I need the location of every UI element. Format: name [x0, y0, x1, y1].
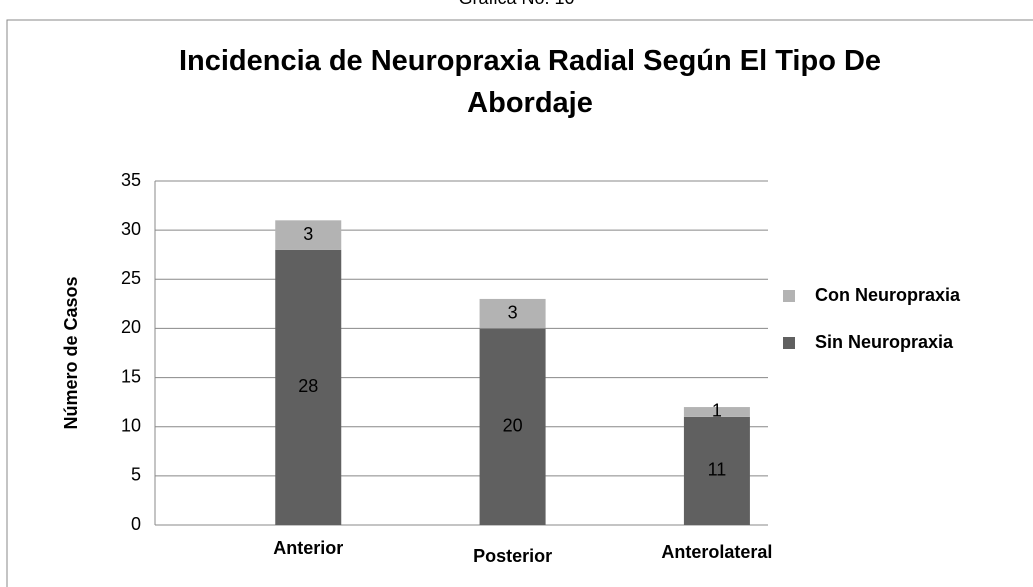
chart-border	[6, 19, 1033, 587]
y-tick-label: 25	[121, 268, 141, 288]
legend-label: Con Neuropraxia	[815, 285, 961, 305]
data-label: 3	[508, 302, 518, 322]
y-tick-label: 35	[121, 170, 141, 190]
data-label: 1	[712, 401, 722, 421]
y-tick-label: 30	[121, 219, 141, 239]
y-axis-title: Número de Casos	[61, 276, 81, 429]
y-tick-label: 20	[121, 317, 141, 337]
legend-label: Sin Neuropraxia	[815, 332, 954, 352]
bar-segment	[275, 220, 342, 250]
data-label: 11	[708, 460, 727, 480]
data-label: 20	[503, 415, 523, 435]
legend-swatch	[783, 337, 795, 349]
y-tick-label: 15	[121, 366, 141, 386]
bar-segment	[275, 249, 342, 526]
bar-segment	[479, 298, 546, 329]
data-label: 28	[298, 376, 318, 396]
y-tick-label: 0	[131, 514, 141, 534]
chart-title: Incidencia de Neuropraxia Radial Según E…	[178, 45, 882, 119]
x-tick-label: Anterolateral	[661, 542, 772, 562]
bar-segment	[683, 407, 750, 417]
bar-segment	[479, 328, 546, 525]
x-tick-label: Posterior	[473, 546, 552, 566]
caption: Gráfica No. 10	[0, 0, 1033, 9]
y-tick-label: 5	[131, 465, 141, 485]
bar-segment	[683, 416, 750, 525]
x-tick-label: Anterior	[273, 538, 343, 558]
legend-swatch	[783, 290, 795, 302]
data-label: 3	[303, 224, 313, 244]
y-tick-label: 10	[121, 415, 141, 435]
